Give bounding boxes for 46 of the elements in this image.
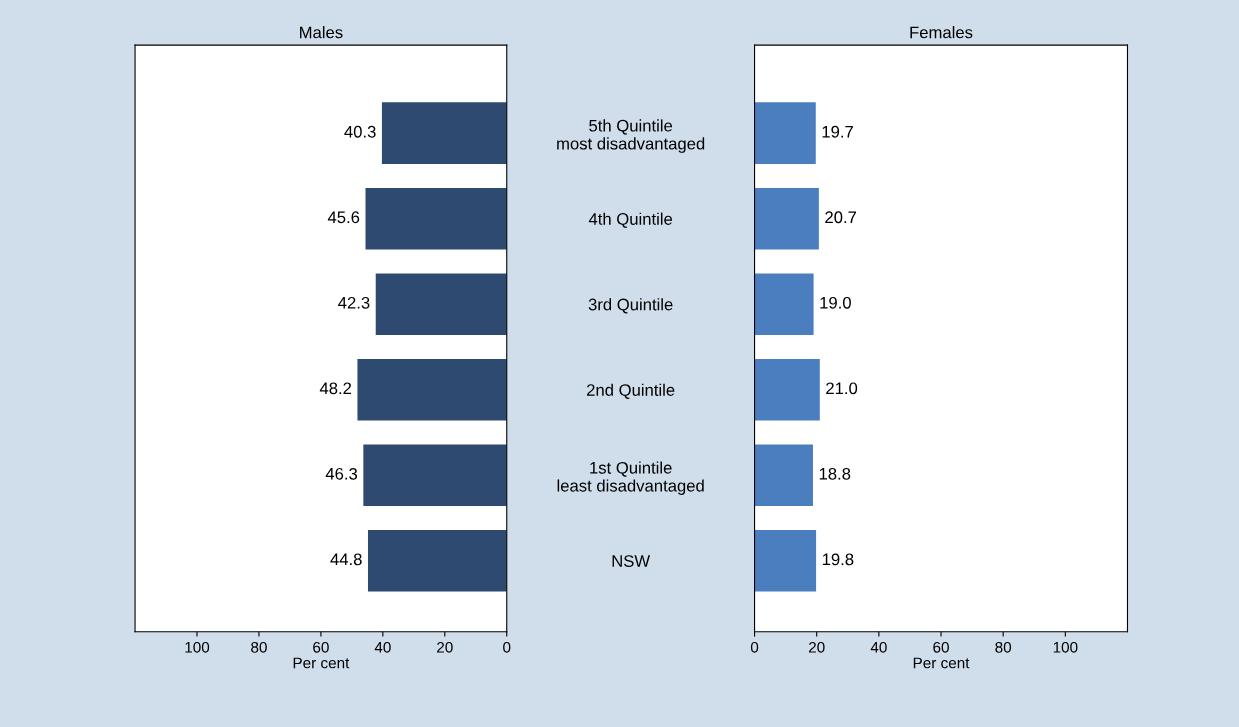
x-tick-label: 80	[995, 641, 1012, 653]
bar	[367, 529, 507, 592]
x-tick-label: 100	[1053, 641, 1078, 653]
x-tick-label: 0	[503, 641, 511, 653]
y-tick-label: NSW	[612, 555, 651, 567]
data-label: 48.2	[319, 382, 352, 395]
bar	[381, 102, 507, 164]
x-tick-label: 20	[437, 641, 453, 653]
bar	[754, 187, 819, 250]
data-label: 45.6	[327, 211, 360, 224]
y-tick-label: 4th Quintile	[588, 212, 673, 228]
data-label: 46.3	[325, 467, 358, 480]
data-label: 20.7	[825, 211, 857, 224]
x-axis-title: Per cent	[913, 657, 970, 669]
x-tick-label: 100	[185, 641, 210, 653]
x-tick-label: 60	[933, 641, 949, 653]
data-label: 18.8	[819, 467, 851, 480]
data-label: 42.3	[338, 296, 370, 309]
x-tick-label: 80	[251, 641, 267, 653]
y-tick-label: 2nd Quintile	[587, 383, 675, 399]
x-tick-label: 40	[870, 641, 887, 653]
bar	[754, 444, 813, 507]
bar	[754, 529, 817, 592]
y-tick-label: 1st Quintile least disadvantaged	[557, 461, 704, 495]
data-label: 21.0	[826, 382, 858, 395]
x-tick-label: 40	[374, 641, 391, 653]
bar	[363, 444, 507, 507]
bar	[754, 358, 820, 421]
data-label: 44.8	[330, 553, 362, 566]
data-label: 40.3	[344, 125, 376, 138]
bar	[754, 273, 814, 335]
x-tick-label: 0	[750, 641, 759, 653]
y-tick-label: 5th Quintile most disadvantaged	[557, 119, 705, 153]
x-tick-label: 60	[313, 641, 329, 653]
x-tick-label: 20	[808, 641, 825, 653]
chart-title: Males	[300, 26, 343, 39]
data-label: 19.7	[822, 125, 853, 138]
bar	[754, 102, 816, 164]
y-tick-label: 3rd Quintile	[588, 298, 673, 314]
x-axis-title: Per cent	[293, 657, 350, 669]
bar	[375, 273, 507, 335]
chart-title: Females	[910, 26, 973, 39]
bar	[357, 358, 507, 421]
data-label: 19.0	[820, 296, 851, 309]
bar	[365, 187, 507, 250]
data-label: 19.8	[822, 553, 854, 566]
